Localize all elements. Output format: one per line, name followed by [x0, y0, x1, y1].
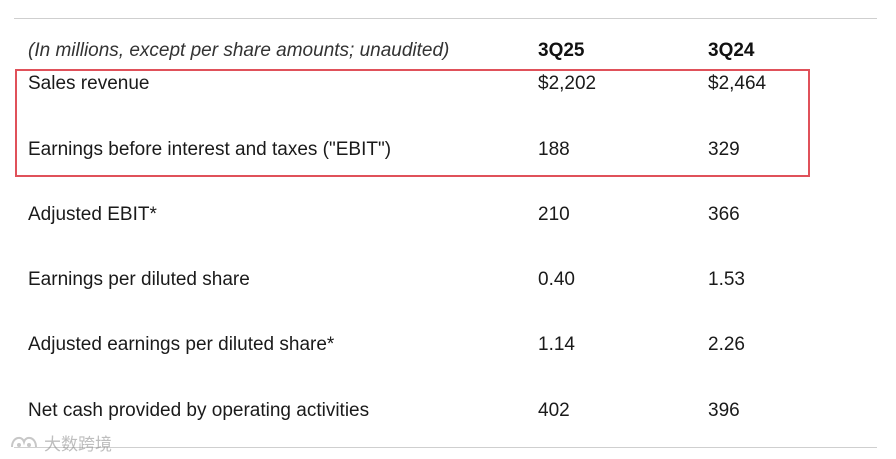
row-value-3q24: 329 [708, 139, 740, 160]
row-value-3q24: 2.26 [708, 334, 745, 355]
table-row-eps-diluted: Earnings per diluted share 0.40 1.53 [0, 265, 896, 295]
top-divider [14, 18, 877, 19]
bottom-divider [14, 447, 877, 448]
row-value-3q25: $2,202 [538, 73, 597, 94]
table-row-sales-revenue: Sales revenue $2,202 $2,464 [0, 69, 896, 99]
table-header-row: (In millions, except per share amounts; … [0, 36, 896, 66]
row-value-3q24: $2,464 [708, 73, 767, 94]
table-row-adjusted-eps-diluted: Adjusted earnings per diluted share* 1.1… [0, 330, 896, 360]
row-label: Sales revenue [28, 73, 150, 94]
table-row-ebit: Earnings before interest and taxes ("EBI… [0, 135, 896, 165]
header-3q25: 3Q25 [538, 40, 585, 61]
table-row-adjusted-ebit: Adjusted EBIT* 210 366 [0, 200, 896, 230]
row-value-3q24: 366 [708, 204, 740, 225]
row-label: Adjusted earnings per diluted share* [28, 334, 335, 355]
header-units-note: (In millions, except per share amounts; … [28, 40, 450, 61]
row-label: Earnings before interest and taxes ("EBI… [28, 139, 392, 160]
watermark-text: 大数跨境 [44, 434, 112, 455]
row-label: Net cash provided by operating activitie… [28, 400, 370, 421]
row-value-3q25: 1.14 [538, 334, 575, 355]
row-label: Adjusted EBIT* [28, 204, 157, 225]
row-value-3q25: 210 [538, 204, 570, 225]
watermark-logo-icon [11, 436, 37, 448]
row-value-3q25: 0.40 [538, 269, 575, 290]
row-label: Earnings per diluted share [28, 269, 250, 290]
row-value-3q24: 1.53 [708, 269, 745, 290]
row-value-3q24: 396 [708, 400, 740, 421]
header-3q24: 3Q24 [708, 40, 755, 61]
watermark: 大数跨境 [10, 430, 112, 455]
row-value-3q25: 402 [538, 400, 570, 421]
row-value-3q25: 188 [538, 139, 570, 160]
table-row-operating-cash: Net cash provided by operating activitie… [0, 396, 896, 426]
